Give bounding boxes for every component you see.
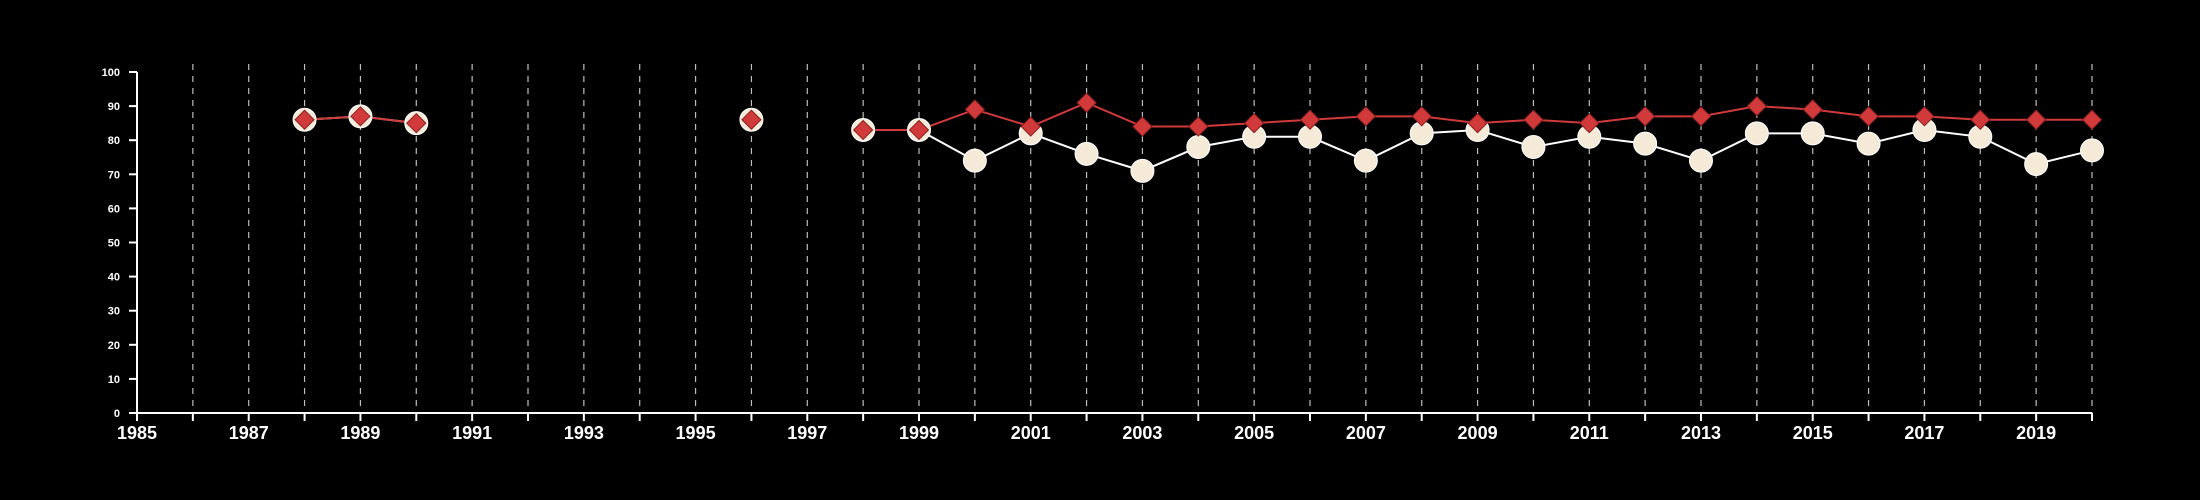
grid-layer bbox=[192, 64, 2093, 413]
circle-point bbox=[1800, 121, 1825, 146]
diamond-point bbox=[1858, 106, 1879, 127]
circle-point bbox=[2080, 138, 2104, 163]
diamond-point bbox=[2081, 109, 2103, 130]
y-tick-label: 60 bbox=[108, 203, 120, 215]
x-tick-label: 2017 bbox=[1904, 423, 1944, 443]
diamond-point bbox=[1243, 112, 1265, 134]
circle-point bbox=[1856, 131, 1881, 156]
diamond-point bbox=[1020, 116, 1041, 137]
x-tick-label: 1989 bbox=[340, 423, 380, 443]
diamond-point bbox=[350, 106, 371, 127]
diamond-point bbox=[1355, 106, 1377, 127]
y-tick-label: 80 bbox=[108, 135, 120, 147]
circle-point bbox=[1353, 148, 1378, 173]
x-tick-label: 2019 bbox=[2016, 423, 2056, 443]
diamond-point bbox=[2025, 109, 2047, 130]
x-tick-label: 1999 bbox=[899, 423, 939, 443]
diamond-point bbox=[1299, 109, 1321, 130]
diamond-point bbox=[1746, 95, 1768, 117]
axes: 1985 1987 1989 1991 1993 1995 1997 1999 2001 2003… bbox=[102, 67, 2093, 443]
circle-point bbox=[1689, 148, 1713, 173]
circle-point bbox=[1633, 131, 1658, 156]
diamond-point bbox=[908, 119, 930, 141]
diamond-point bbox=[1467, 112, 1488, 134]
y-tick-label: 20 bbox=[108, 340, 120, 352]
x-tick-label: 2013 bbox=[1681, 423, 1721, 443]
diamond-point bbox=[1914, 106, 1935, 127]
y-tick-label: 0 bbox=[114, 408, 120, 420]
x-tick-label: 2005 bbox=[1234, 423, 1274, 443]
circle-point bbox=[1186, 135, 1211, 160]
x-tick-label: 2009 bbox=[1458, 423, 1498, 443]
diamond-point bbox=[1970, 109, 1991, 130]
circle-point bbox=[1744, 121, 1769, 146]
x-tick-label: 2015 bbox=[1793, 423, 1833, 443]
y-tick-label: 40 bbox=[108, 272, 120, 284]
x-tick-label: 1993 bbox=[564, 423, 604, 443]
diamond-point bbox=[294, 109, 315, 130]
x-tick-label: 2007 bbox=[1346, 423, 1386, 443]
circle-point bbox=[2024, 152, 2049, 177]
diamond-point bbox=[1802, 99, 1823, 120]
x-tick-label: 1987 bbox=[229, 423, 269, 443]
y-tick-label: 30 bbox=[108, 306, 120, 318]
series-layer bbox=[292, 92, 2104, 183]
diamond-point bbox=[1523, 109, 1544, 130]
y-tick-label: 10 bbox=[108, 374, 120, 386]
diamond-point bbox=[1188, 116, 1209, 137]
circle-point bbox=[1521, 135, 1546, 160]
diamond-point bbox=[1411, 106, 1432, 127]
diamond-point bbox=[406, 112, 427, 134]
y-tick-label: 90 bbox=[108, 101, 120, 113]
circle-point bbox=[1130, 158, 1155, 183]
diamond-point bbox=[1076, 92, 1097, 113]
diamond-point bbox=[1132, 116, 1153, 137]
x-tick-label: 1997 bbox=[787, 423, 827, 443]
diamond-point bbox=[964, 99, 986, 120]
y-tick-label: 70 bbox=[108, 169, 120, 181]
x-tick-label: 2011 bbox=[1570, 423, 1609, 443]
diamond-point bbox=[1634, 106, 1656, 127]
circle-point bbox=[1074, 141, 1099, 166]
y-tick-label: 100 bbox=[102, 67, 120, 79]
y-tick-label: 50 bbox=[108, 238, 120, 250]
diamond-point bbox=[1690, 106, 1712, 127]
x-tick-label: 1985 bbox=[117, 423, 157, 443]
diamond-point bbox=[741, 109, 762, 130]
circle-point bbox=[962, 148, 987, 173]
diamond-point bbox=[852, 119, 874, 141]
x-tick-label: 2003 bbox=[1122, 423, 1162, 443]
x-tick-label: 1995 bbox=[676, 423, 716, 443]
x-tick-label: 1991 bbox=[452, 423, 492, 443]
diamond-point bbox=[1579, 112, 1600, 134]
x-tick-label: 2001 bbox=[1011, 423, 1051, 443]
